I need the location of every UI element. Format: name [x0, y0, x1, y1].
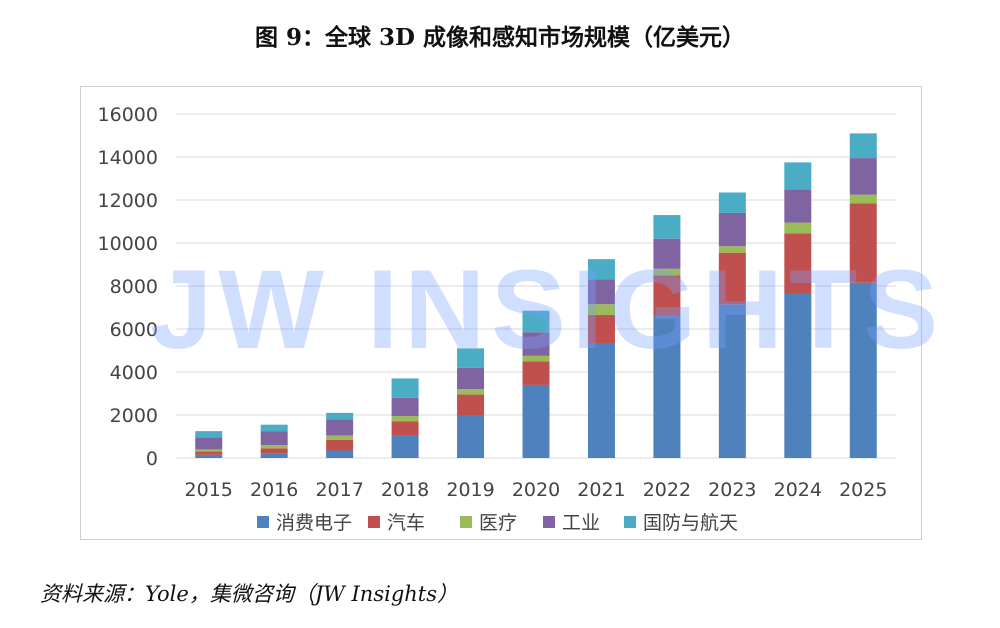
bar-segment	[326, 439, 354, 451]
x-tick-label: 2020	[512, 479, 560, 501]
bar-segment	[718, 304, 746, 458]
bar-segment	[784, 162, 812, 190]
legend: 消费电子 汽车 医疗 工业 国防与航天	[257, 512, 738, 534]
legend-swatch	[368, 516, 380, 528]
chart-frame: 0 2000 4000 6000 8000 10000 12000 14000 16000 20…	[80, 86, 922, 540]
bar-segment	[587, 259, 615, 280]
bar-segment	[587, 304, 615, 316]
bar-segment	[391, 416, 419, 422]
bar-segment	[849, 203, 877, 283]
bar-segment	[718, 192, 746, 213]
bar-segment	[457, 348, 485, 368]
bar-segment	[653, 275, 681, 317]
legend-label: 消费电子	[276, 512, 352, 534]
bar-segment	[784, 222, 812, 234]
x-tick-label: 2025	[839, 479, 887, 501]
bar-segment	[326, 419, 354, 436]
y-tick-label: 8000	[110, 276, 158, 298]
bar-segment	[457, 415, 485, 458]
bar-segment	[195, 449, 223, 452]
bar-segment	[849, 158, 877, 195]
bar-segment	[457, 389, 485, 395]
x-tick-label: 2024	[774, 479, 822, 501]
bar-segment	[391, 378, 419, 398]
bar-segment	[653, 238, 681, 269]
bar-segment	[587, 315, 615, 343]
bar-segment	[522, 310, 550, 333]
legend-swatch	[543, 516, 555, 528]
bar-segment	[457, 394, 485, 415]
bar-segment	[326, 450, 354, 458]
bar-segment	[718, 246, 746, 253]
y-tick-label: 2000	[110, 405, 158, 427]
bar-segment	[653, 215, 681, 239]
bar-segment	[849, 133, 877, 159]
x-tick-label: 2018	[381, 479, 429, 501]
bar-segment	[391, 421, 419, 436]
x-tick-label: 2019	[446, 479, 494, 501]
grid-lines	[176, 113, 896, 459]
x-tick-label: 2023	[708, 479, 756, 501]
bar-segment	[522, 355, 550, 362]
bar-segment	[391, 397, 419, 417]
bar-segment	[849, 194, 877, 204]
bar-segment	[195, 437, 223, 450]
bar-segment	[260, 431, 288, 446]
legend-swatch	[624, 516, 636, 528]
bar-segment	[260, 453, 288, 458]
y-tick-label: 4000	[110, 362, 158, 384]
bar-segment	[718, 212, 746, 247]
bar-segment	[522, 332, 550, 356]
x-tick-label: 2021	[577, 479, 625, 501]
legend-label: 国防与航天	[643, 512, 738, 534]
x-axis: 2015 2016 2017 2018 2019 2020 2021 2022 2023 2024…	[185, 479, 888, 501]
bar-segment	[653, 268, 681, 276]
source-note: 资料来源：Yole，集微咨询（JW Insights）	[40, 582, 458, 606]
bar-segment	[326, 412, 354, 420]
bar-segment	[522, 361, 550, 385]
bar-segment	[260, 424, 288, 432]
bar-segment	[195, 431, 223, 438]
y-tick-label: 12000	[98, 190, 158, 212]
figure-title: 图 9：全球 3D 成像和感知市场规模（亿美元）	[255, 24, 745, 51]
bar-segment	[457, 367, 485, 390]
x-tick-label: 2016	[250, 479, 298, 501]
x-tick-label: 2015	[185, 479, 233, 501]
bar-segment	[195, 451, 223, 455]
bar-segment	[784, 233, 812, 294]
stacked-bar-chart: 0 2000 4000 6000 8000 10000 12000 14000 16000 20…	[98, 104, 896, 534]
legend-label: 工业	[562, 512, 600, 534]
bar-segment	[849, 282, 877, 458]
bar-segment	[522, 384, 550, 458]
bar-segment	[326, 435, 354, 440]
x-tick-label: 2022	[643, 479, 691, 501]
bar-segment	[784, 189, 812, 223]
bar-segment	[587, 342, 615, 458]
bars	[195, 133, 877, 458]
legend-label: 医疗	[479, 512, 517, 534]
legend-swatch	[460, 516, 472, 528]
bar-segment	[391, 435, 419, 458]
legend-swatch	[257, 516, 269, 528]
y-tick-label: 0	[146, 448, 158, 470]
legend-label: 汽车	[387, 512, 425, 534]
y-tick-label: 10000	[98, 233, 158, 255]
bar-segment	[784, 293, 812, 458]
bar-segment	[260, 445, 288, 449]
bar-segment	[653, 316, 681, 458]
y-tick-label: 16000	[98, 104, 158, 126]
x-tick-label: 2017	[315, 479, 363, 501]
y-tick-label: 14000	[98, 147, 158, 169]
bar-segment	[587, 279, 615, 305]
bar-segment	[718, 252, 746, 305]
y-tick-label: 6000	[110, 319, 158, 341]
bar-segment	[195, 454, 223, 458]
bar-segment	[260, 448, 288, 454]
y-axis: 0 2000 4000 6000 8000 10000 12000 14000 16000	[98, 104, 158, 470]
